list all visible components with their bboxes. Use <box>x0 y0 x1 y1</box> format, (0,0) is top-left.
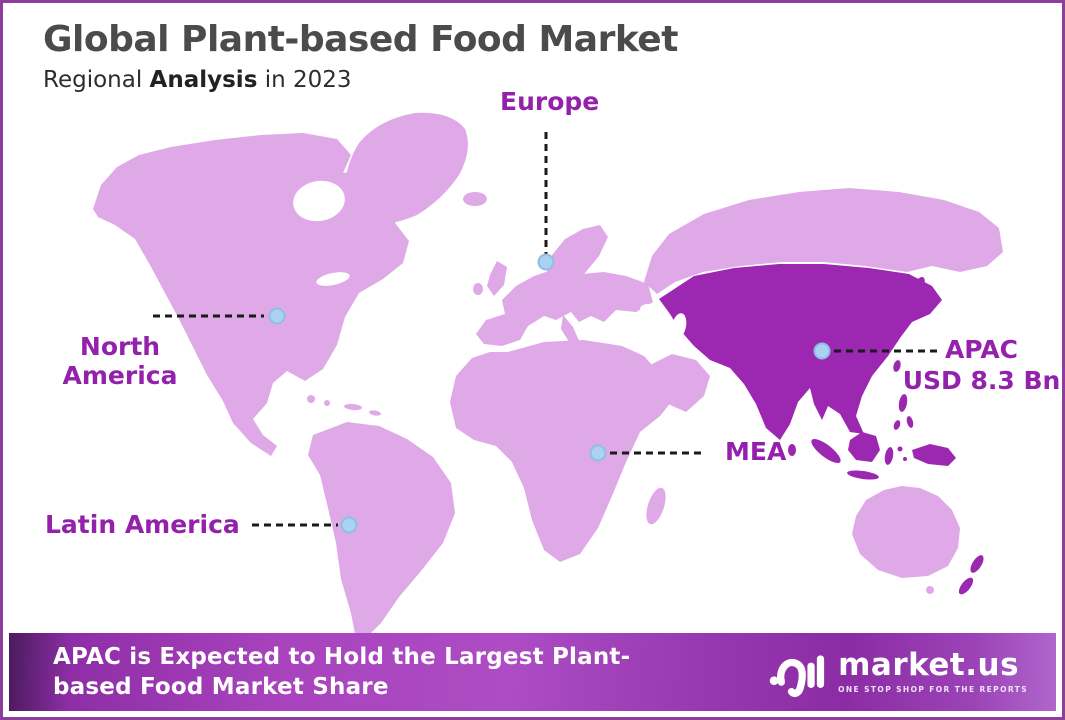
great-lakes <box>316 272 350 286</box>
region-russia <box>644 188 1003 294</box>
island-britain <box>487 261 507 296</box>
brand-name: market.us <box>838 647 1020 683</box>
island-new-guinea <box>912 444 956 466</box>
island-taiwan <box>893 360 901 372</box>
continent-south-america <box>308 422 455 635</box>
caspian-sea <box>671 313 687 339</box>
mea-marker-dot <box>589 444 607 462</box>
hudson-bay <box>293 180 345 222</box>
mea-label: MEA <box>725 437 787 466</box>
island-sulawesi <box>884 447 894 465</box>
market-us-logo-icon <box>769 655 825 697</box>
island-philippines <box>898 394 908 412</box>
apac-label: APAC USD 8.3 Bn <box>899 334 1062 396</box>
continent-australia <box>852 486 960 578</box>
island-philippines <box>893 420 901 430</box>
region-arabian-peninsula <box>652 354 710 412</box>
subtitle-prefix: Regional <box>43 67 150 93</box>
island-japan <box>896 303 910 327</box>
page-subtitle: Regional Analysis in 2023 <box>43 67 352 93</box>
region-apac-highlight <box>659 264 942 440</box>
latin-america-marker-dot <box>340 516 358 534</box>
island-iceland <box>463 192 487 206</box>
apac-marker-dot <box>813 342 831 360</box>
subtitle-emphasis: Analysis <box>149 67 258 93</box>
black-sea <box>640 303 664 317</box>
continent-africa <box>450 340 676 562</box>
apac-label-name: APAC <box>944 335 1019 364</box>
bottom-banner: APAC is Expected to Hold the Largest Pla… <box>9 633 1056 711</box>
island-new-zealand <box>958 577 974 595</box>
latin-america-label: Latin America <box>45 510 240 539</box>
caribbean-island <box>307 395 315 403</box>
peninsula-italy <box>561 315 580 345</box>
apac-label-value: USD 8.3 Bn <box>902 366 1061 395</box>
brand-text: market.us ONE STOP SHOP FOR THE REPORTS <box>838 647 1028 695</box>
island-philippines <box>906 416 914 428</box>
island-borneo <box>848 432 880 462</box>
europe-label: Europe <box>500 87 600 116</box>
brand-logo[interactable]: market.us ONE STOP SHOP FOR THE REPORTS <box>769 643 1028 701</box>
island-maluku <box>897 446 903 452</box>
north-america-marker-dot <box>268 307 286 325</box>
island-new-zealand <box>970 555 984 573</box>
page-title: Global Plant-based Food Market <box>43 19 678 60</box>
island-japan <box>889 327 899 343</box>
island-japan <box>911 277 925 297</box>
continent-europe <box>476 270 653 346</box>
caribbean-island <box>324 400 330 406</box>
caribbean-island <box>344 403 362 411</box>
brand-tagline: ONE STOP SHOP FOR THE REPORTS <box>838 685 1028 694</box>
island-maluku <box>903 457 907 461</box>
banner-headline: APAC is Expected to Hold the Largest Pla… <box>53 644 631 701</box>
island-hainan <box>855 380 863 388</box>
island-sumatra <box>811 438 841 464</box>
world-map <box>93 112 1003 635</box>
caribbean-island <box>369 410 381 416</box>
island-madagascar <box>646 487 666 525</box>
europe-marker-dot <box>537 253 555 271</box>
island-sri-lanka <box>788 444 796 456</box>
north-america-label: North America <box>62 332 178 390</box>
subtitle-suffix: in 2023 <box>257 67 352 93</box>
island-ireland <box>473 283 483 295</box>
island-java <box>847 470 879 480</box>
island-tasmania <box>926 586 934 594</box>
